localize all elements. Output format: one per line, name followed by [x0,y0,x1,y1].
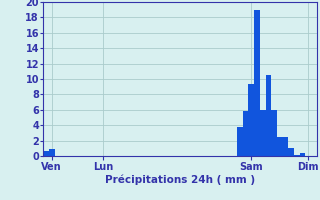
Bar [277,137,283,156]
Bar [260,110,266,156]
Bar [271,110,277,156]
Bar [243,111,248,156]
Bar [49,149,55,156]
Bar [266,75,271,156]
Bar [248,84,254,156]
Bar [294,155,300,156]
X-axis label: Précipitations 24h ( mm ): Précipitations 24h ( mm ) [105,174,255,185]
Bar [254,10,260,156]
Bar [237,127,243,156]
Bar [43,151,49,156]
Bar [283,137,288,156]
Bar [288,148,294,156]
Bar [300,153,305,156]
